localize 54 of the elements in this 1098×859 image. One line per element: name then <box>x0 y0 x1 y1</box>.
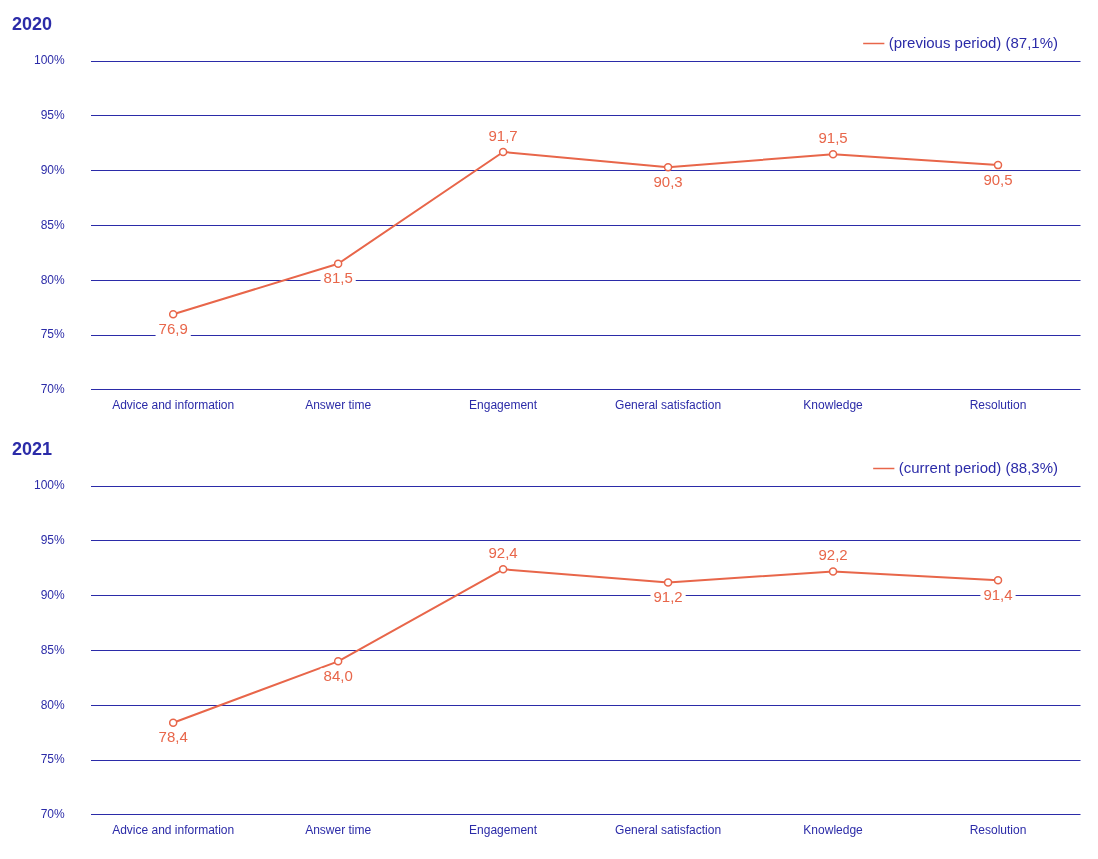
y-tick-label: 100% <box>33 53 66 68</box>
y-tick-label: 85% <box>40 642 66 657</box>
data-label: 91,5 <box>818 128 848 146</box>
point <box>663 578 673 587</box>
data-label: 78,4 <box>158 728 188 746</box>
x-tick-label: Advice and information <box>112 823 235 838</box>
data-label: 76,9 <box>158 319 188 337</box>
data-label: 90,3 <box>653 172 683 190</box>
x-tick-label: Resolution <box>969 823 1027 838</box>
point <box>168 718 178 727</box>
point <box>333 657 343 666</box>
point <box>498 147 508 157</box>
point <box>993 576 1003 585</box>
data-label: 84,0 <box>323 667 353 684</box>
chart-title: 2020 <box>12 14 53 35</box>
y-tick-label: 95% <box>40 108 66 123</box>
y-tick-label: 90% <box>40 162 66 177</box>
chart-title: 2021 <box>12 439 53 460</box>
point <box>168 309 178 319</box>
data-label: 91,2 <box>653 588 683 606</box>
data-label: 91,4 <box>983 585 1013 603</box>
y-tick-label: 90% <box>40 587 66 602</box>
data-label: 92,2 <box>818 546 848 564</box>
point <box>333 259 343 269</box>
point <box>993 160 1003 170</box>
x-tick-label: Engagement <box>469 398 538 413</box>
legend-label: (current period) (88,3%) <box>898 458 1059 476</box>
point <box>828 567 838 576</box>
point <box>663 163 673 172</box>
x-tick-label: Answer time <box>305 398 372 413</box>
y-tick-label: 80% <box>40 697 66 712</box>
data-label: 92,4 <box>488 543 518 561</box>
point <box>828 149 838 159</box>
x-tick-label: Advice and information <box>112 398 235 413</box>
x-tick-label: General satisfaction <box>615 398 722 413</box>
y-tick-label: 75% <box>40 327 66 342</box>
x-tick-label: Knowledge <box>803 398 864 413</box>
y-tick-label: 70% <box>40 382 66 397</box>
y-tick-label: 75% <box>40 752 66 767</box>
data-label: 81,5 <box>323 269 353 287</box>
x-tick-label: General satisfaction <box>615 823 722 838</box>
data-label: 91,7 <box>488 126 518 144</box>
y-tick-label: 70% <box>40 807 66 822</box>
legend-label: (previous period) (87,1%) <box>888 33 1059 51</box>
x-tick-label: Engagement <box>469 823 538 838</box>
x-tick-label: Resolution <box>969 398 1027 413</box>
data-label: 90,5 <box>983 170 1013 188</box>
x-tick-label: Answer time <box>305 823 372 838</box>
x-tick-label: Knowledge <box>803 823 864 838</box>
y-tick-label: 85% <box>40 217 66 232</box>
y-tick-label: 80% <box>40 272 66 287</box>
point <box>498 565 508 574</box>
y-tick-label: 95% <box>40 533 66 548</box>
y-tick-label: 100% <box>33 478 66 493</box>
